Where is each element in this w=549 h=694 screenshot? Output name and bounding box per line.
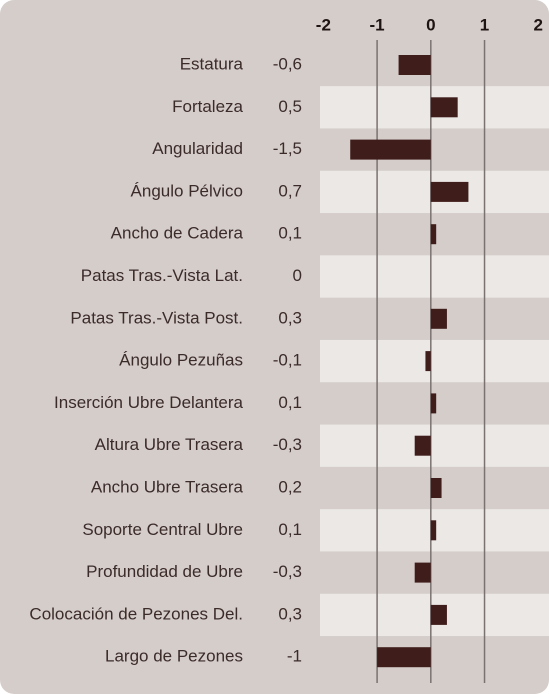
category-label: Fortaleza xyxy=(172,97,243,116)
category-label: Inserción Ubre Delantera xyxy=(54,393,244,412)
x-tick-label: -1 xyxy=(370,15,385,34)
bar xyxy=(414,435,431,456)
value-label: -0,6 xyxy=(273,54,302,73)
bar xyxy=(430,520,437,541)
bar xyxy=(398,55,431,75)
value-label: -0,3 xyxy=(273,562,302,581)
bar xyxy=(430,224,437,245)
category-label: Ancho Ubre Trasera xyxy=(91,477,244,496)
value-label: 0,3 xyxy=(278,604,302,623)
row-bands xyxy=(320,86,549,637)
value-label: 0,5 xyxy=(278,97,302,116)
category-label: Patas Tras.-Vista Lat. xyxy=(81,266,243,285)
x-tick-label: 0 xyxy=(426,15,435,34)
value-label: 0 xyxy=(293,266,302,285)
category-label: Patas Tras.-Vista Post. xyxy=(70,308,243,327)
value-label: 0,3 xyxy=(278,308,302,327)
category-label: Estatura xyxy=(180,54,244,73)
bar xyxy=(430,97,458,118)
category-label: Ángulo Pélvico xyxy=(131,181,243,200)
bar xyxy=(350,139,431,160)
bar xyxy=(430,181,469,202)
category-label: Profundidad de Ubre xyxy=(86,562,243,581)
category-label: Colocación de Pezones Del. xyxy=(29,604,243,623)
bar xyxy=(377,647,431,668)
x-tick-label: -2 xyxy=(316,15,331,34)
value-label: 0,2 xyxy=(278,477,302,496)
value-label: 0,1 xyxy=(278,393,302,412)
x-tick-label: 1 xyxy=(480,15,489,34)
category-label: Soporte Central Ubre xyxy=(82,520,243,539)
bar xyxy=(430,393,437,414)
bar xyxy=(430,604,447,625)
value-label: -0,3 xyxy=(273,435,302,454)
category-label: Ancho de Cadera xyxy=(111,224,244,243)
category-label: Largo de Pezones xyxy=(105,647,243,666)
category-label: Ángulo Pezuñas xyxy=(119,351,243,370)
category-label: Angularidad xyxy=(152,139,243,158)
value-label: 0,7 xyxy=(278,181,302,200)
bar xyxy=(414,562,431,583)
bar xyxy=(425,351,431,372)
value-label: -0,1 xyxy=(273,351,302,370)
category-label: Altura Ubre Trasera xyxy=(95,435,244,454)
row-band xyxy=(320,339,549,383)
row-band xyxy=(320,255,549,298)
bar xyxy=(430,478,442,498)
x-tick-label: 2 xyxy=(534,15,543,34)
bar xyxy=(430,308,447,329)
value-label: -1,5 xyxy=(273,139,302,158)
value-label: 0,1 xyxy=(278,224,302,243)
value-label: 0,1 xyxy=(278,520,302,539)
row-band xyxy=(320,424,549,467)
value-label: -1 xyxy=(287,647,302,666)
